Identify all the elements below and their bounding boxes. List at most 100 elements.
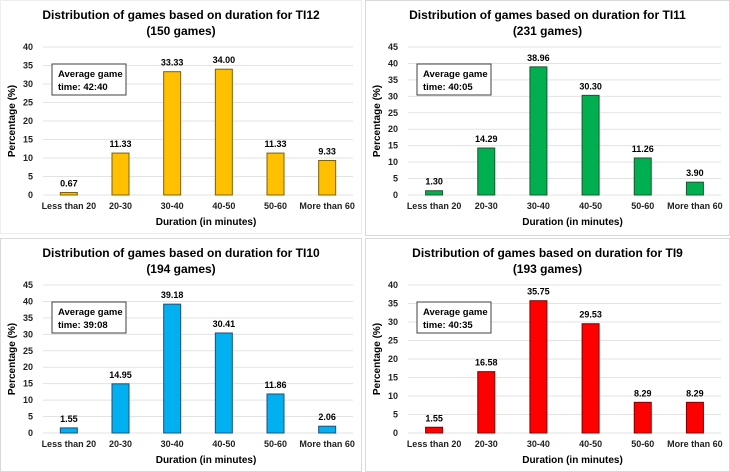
x-tick-label: 20-30	[109, 201, 132, 211]
data-label: 9.33	[318, 146, 336, 156]
bar	[266, 393, 285, 434]
bar	[529, 300, 548, 434]
data-label: 8.29	[634, 388, 652, 398]
y-tick-label: 25	[388, 336, 398, 346]
y-tick-label: 5	[393, 410, 398, 420]
bar	[425, 190, 444, 196]
y-tick-label: 15	[388, 373, 398, 383]
y-tick-label: 30	[388, 91, 398, 101]
y-axis-label: Percentage (%)	[7, 323, 18, 395]
x-axis-label: Duration (in minutes)	[156, 217, 257, 228]
data-label: 14.29	[475, 134, 498, 144]
x-axis-label: Duration (in minutes)	[156, 455, 257, 466]
x-tick-label: 40-50	[212, 439, 235, 449]
chart-title: Distribution of games based on duration …	[42, 8, 320, 22]
data-label: 30.30	[579, 81, 602, 91]
data-label: 14.95	[109, 370, 132, 380]
bar	[318, 159, 337, 196]
bar	[266, 152, 285, 196]
x-tick-label: 30-40	[161, 439, 184, 449]
data-label: 30.41	[213, 319, 236, 329]
y-tick-label: 35	[23, 313, 33, 323]
x-tick-label: 20-30	[109, 439, 132, 449]
data-label: 35.75	[527, 287, 550, 297]
average-time-label: Average game	[58, 307, 123, 318]
y-tick-label: 0	[393, 428, 398, 438]
data-label: 34.00	[213, 55, 236, 65]
bar	[59, 192, 78, 196]
data-label: 11.33	[264, 139, 286, 149]
y-tick-label: 30	[388, 317, 398, 327]
x-tick-label: Less than 20	[407, 439, 462, 449]
y-tick-label: 0	[28, 190, 33, 200]
y-tick-label: 35	[23, 61, 33, 71]
data-label: 11.86	[264, 380, 286, 390]
y-tick-label: 20	[388, 124, 398, 134]
chart-panel-ti9: Distribution of games based on duration …	[365, 238, 730, 472]
x-tick-label: More than 60	[667, 201, 723, 211]
bar	[111, 383, 130, 434]
data-label: 38.96	[527, 53, 550, 63]
y-tick-label: 15	[23, 135, 33, 145]
bar	[581, 323, 600, 434]
y-tick-label: 15	[23, 379, 33, 389]
data-label: 16.58	[475, 358, 498, 368]
x-tick-label: Less than 20	[42, 201, 97, 211]
y-tick-label: 40	[23, 296, 33, 306]
x-tick-label: 50-60	[264, 201, 287, 211]
bar	[633, 401, 652, 434]
data-label: 11.26	[632, 144, 654, 154]
data-label: 33.33	[161, 58, 184, 68]
y-tick-label: 15	[388, 141, 398, 151]
y-tick-label: 45	[388, 42, 398, 52]
data-label: 8.29	[686, 388, 704, 398]
chart-ti12: Distribution of games based on duration …	[7, 8, 355, 228]
x-tick-label: 20-30	[475, 439, 498, 449]
y-tick-label: 10	[388, 157, 398, 167]
average-time-value: time: 40:05	[423, 82, 473, 93]
chart-panel-ti12: Distribution of games based on duration …	[0, 0, 362, 234]
average-time-box	[416, 63, 492, 96]
x-tick-label: More than 60	[667, 439, 723, 449]
average-time-box	[416, 301, 492, 334]
bar	[685, 401, 704, 434]
average-time-value: time: 42:40	[58, 82, 108, 93]
x-tick-label: More than 60	[299, 439, 355, 449]
x-tick-label: 30-40	[527, 439, 550, 449]
x-tick-label: 20-30	[475, 201, 498, 211]
bar	[477, 371, 496, 434]
data-label: 2.06	[318, 412, 336, 422]
x-tick-label: 40-50	[579, 439, 602, 449]
x-tick-label: 50-60	[631, 439, 654, 449]
x-tick-label: 40-50	[579, 201, 602, 211]
y-tick-label: 5	[28, 412, 33, 422]
average-time-value: time: 39:08	[58, 320, 108, 331]
y-tick-label: 10	[23, 153, 33, 163]
chart-subtitle: (193 games)	[513, 262, 582, 276]
x-tick-label: 30-40	[527, 201, 550, 211]
bar	[111, 152, 130, 196]
y-tick-label: 35	[388, 299, 398, 309]
y-axis-label: Percentage (%)	[372, 85, 383, 157]
y-tick-label: 25	[388, 108, 398, 118]
x-tick-label: Less than 20	[407, 201, 462, 211]
x-axis-label: Duration (in minutes)	[522, 217, 623, 228]
chart-subtitle: (150 games)	[146, 24, 215, 38]
data-label: 0.67	[60, 179, 78, 189]
bar	[529, 66, 548, 196]
bar	[214, 68, 233, 196]
bar	[318, 425, 337, 434]
x-tick-label: 50-60	[264, 439, 287, 449]
average-time-box	[51, 301, 127, 334]
y-tick-label: 40	[388, 58, 398, 68]
chart-title: Distribution of games based on duration …	[412, 246, 683, 260]
y-tick-label: 25	[23, 346, 33, 356]
chart-subtitle: (194 games)	[146, 262, 215, 276]
bar	[477, 147, 496, 196]
chart-subtitle: (231 games)	[513, 24, 582, 38]
average-time-label: Average game	[423, 69, 488, 80]
y-axis-label: Percentage (%)	[372, 323, 383, 395]
data-label: 39.18	[161, 290, 184, 300]
x-tick-label: 40-50	[212, 201, 235, 211]
bar	[633, 157, 652, 196]
